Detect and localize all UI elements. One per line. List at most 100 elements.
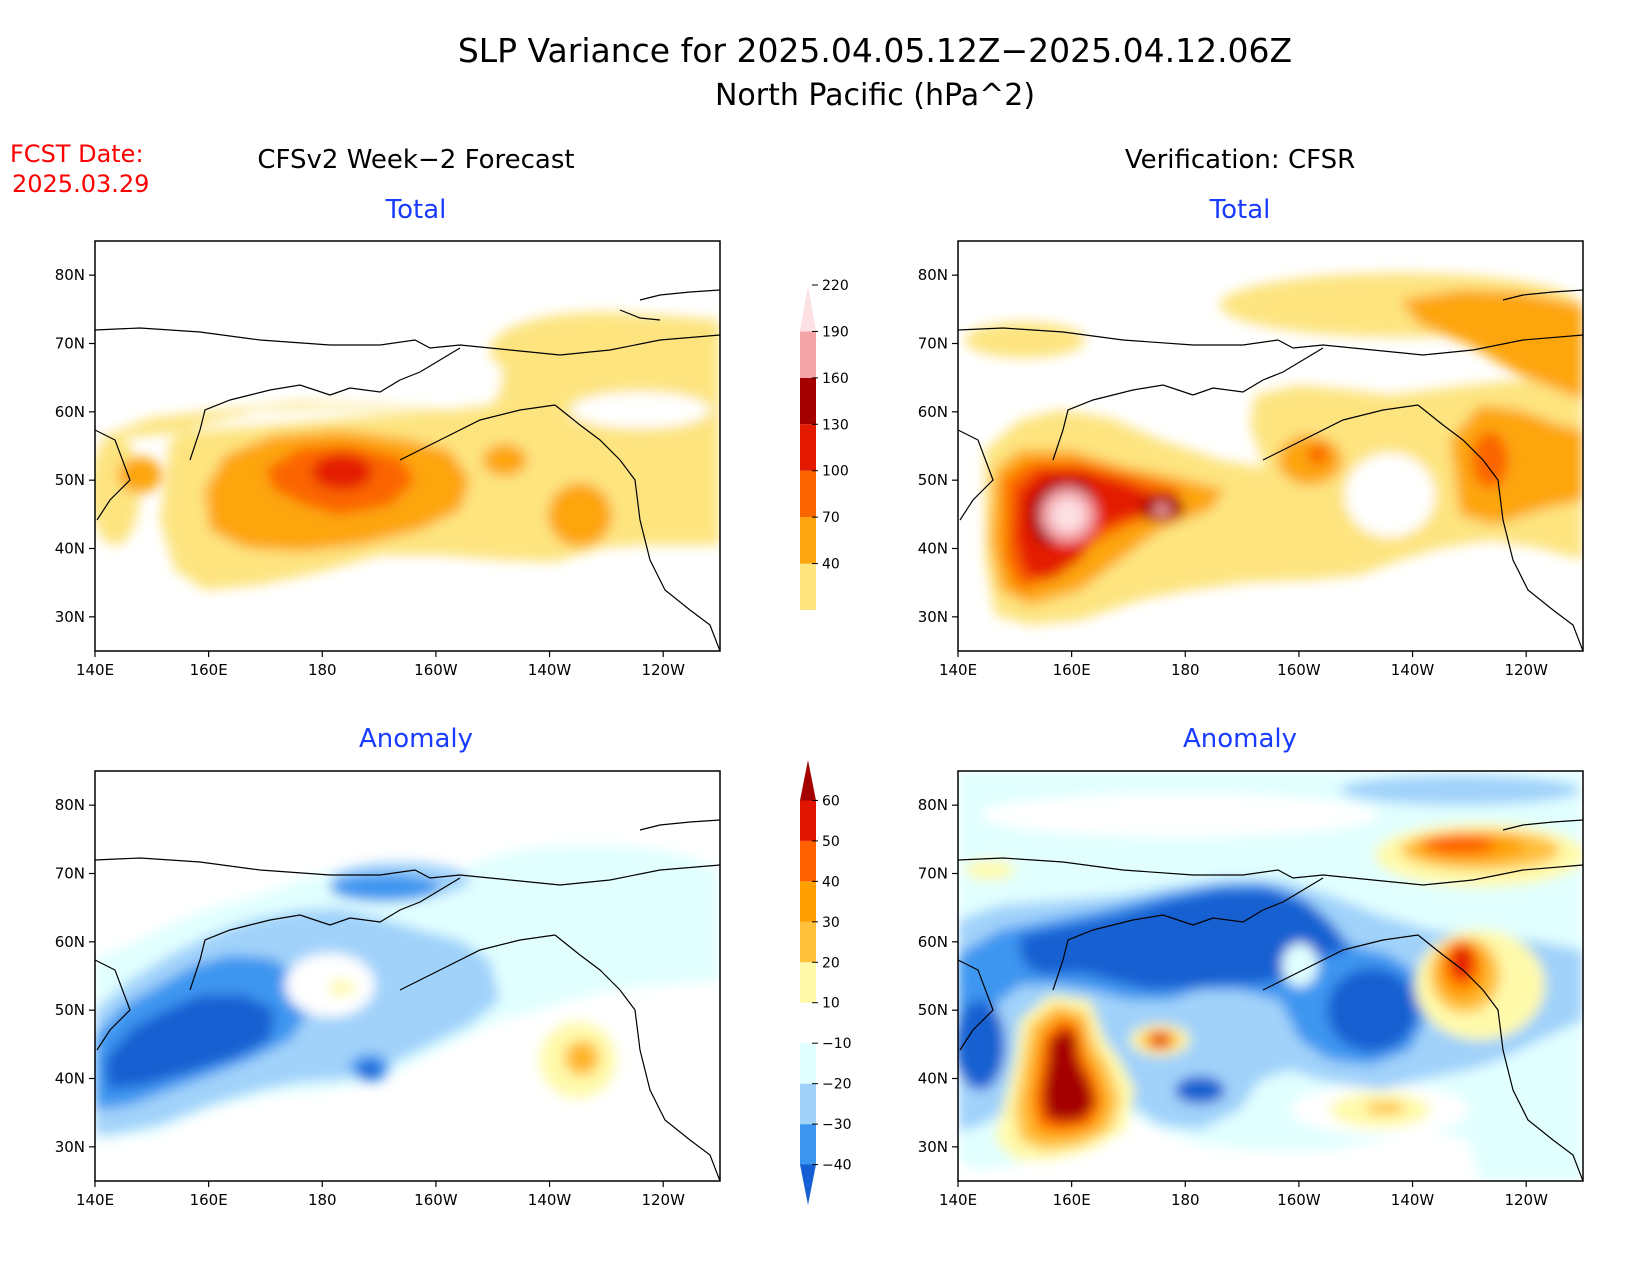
fill-plus30-south (577, 1050, 587, 1066)
colorbar-label: 70 (822, 510, 840, 526)
colorbar-swatch (800, 1043, 816, 1084)
y-tick-label: 50N (55, 471, 85, 489)
colorbar-label: −10 (822, 1036, 852, 1052)
y-tick-label: 60N (918, 403, 948, 421)
fill-plus20-south (1365, 1102, 1405, 1114)
fill-40-north (490, 312, 710, 388)
fill-plus40-ne (1425, 836, 1495, 854)
coastline (958, 819, 1583, 1181)
fill-190-east (1154, 504, 1170, 516)
fill-70-ne (1400, 290, 1583, 400)
y-tick-label: 50N (918, 1001, 948, 1019)
fill-minus40-main (1020, 890, 1350, 990)
colorbar-swatch (800, 377, 816, 425)
x-tick-label: 140W (528, 1191, 572, 1209)
colorbar-swatch (800, 424, 816, 471)
colorbar-label: 10 (822, 996, 840, 1012)
colorbar-swatch (800, 921, 816, 963)
axes-verification-anomaly: 140E 160E 180 160W 140W 120W 80N 70N 60N 50N 40N 30… (918, 796, 1548, 1209)
colorbar-label: 20 (822, 955, 840, 971)
colorbar-label: 40 (822, 874, 840, 890)
colorbar-swatch (800, 881, 816, 922)
fill-minus20-nw (1340, 775, 1580, 805)
fcst-date-label: FCST Date: (10, 140, 144, 168)
fill-plus50-east (1452, 946, 1472, 978)
axes-forecast-anomaly: 140E 160E 180 160W 140W 120W 80N 70N 60N 50N 40N 30… (55, 796, 685, 1209)
fill-100-east (1472, 432, 1508, 488)
fill-white-north (980, 793, 1380, 837)
map-verification-anomaly (957, 770, 1584, 1182)
fill-70-mid (483, 444, 527, 476)
fill-plus10-mid (328, 980, 356, 996)
colorbar-label: 220 (822, 278, 849, 294)
colorbar-swatch (800, 563, 816, 610)
colorbar-label: −20 (822, 1077, 852, 1093)
colorbar-swatch (800, 517, 816, 564)
x-tick-label: 160E (1053, 1191, 1091, 1209)
x-tick-label: 180 (1171, 1191, 1200, 1209)
x-tick-label: 180 (1171, 661, 1200, 679)
x-tick-label: 120W (1504, 1191, 1548, 1209)
colorbar-swatch (800, 1124, 816, 1165)
x-tick-label: 180 (308, 661, 337, 679)
colorbar-swatch (800, 1002, 816, 1044)
fill-plus10-nw (965, 860, 1015, 880)
colorbar-label: 40 (822, 557, 840, 573)
fcst-date-value: 2025.03.29 (12, 170, 149, 198)
colorbar-swatch (800, 760, 816, 801)
y-tick-label: 80N (918, 266, 948, 284)
x-tick-label: 140E (939, 661, 977, 679)
fill-70-east (548, 483, 612, 547)
fill-minus40-east (1327, 968, 1417, 1052)
map-forecast-total (94, 240, 721, 652)
colorbar-anomaly: −40 −30 −20 −10 10 20 30 40 50 60 (800, 760, 852, 1205)
coastline (95, 819, 720, 1181)
fill-minus40-core (105, 995, 275, 1090)
colorbar-swatch (800, 470, 816, 518)
y-tick-label: 70N (55, 865, 85, 883)
y-tick-label: 80N (55, 266, 85, 284)
fill-plus50-mid (1150, 1033, 1170, 1047)
y-tick-label: 70N (918, 865, 948, 883)
panel-title-verification-anomaly: Anomaly (1183, 724, 1297, 754)
fill-100-mid (1308, 445, 1328, 465)
colorbar-swatch (800, 1083, 816, 1125)
fill-minus40-small (360, 1062, 380, 1078)
y-tick-label: 50N (55, 1001, 85, 1019)
panel-title-forecast-anomaly: Anomaly (359, 724, 473, 754)
y-tick-label: 60N (918, 933, 948, 951)
colorbar-swatch (800, 962, 816, 1003)
fill-40-east-hole (570, 392, 710, 428)
figure-title-line2: North Pacific (hPa^2) (715, 78, 1035, 113)
x-tick-label: 140W (528, 661, 572, 679)
colorbar-label: 100 (822, 464, 849, 480)
panel-title-verification-total: Total (1209, 195, 1271, 225)
y-tick-label: 70N (918, 335, 948, 353)
y-tick-label: 80N (918, 796, 948, 814)
x-tick-label: 140E (76, 661, 114, 679)
x-tick-label: 160W (1277, 1191, 1321, 1209)
fill-40-main (985, 380, 1583, 625)
y-tick-label: 60N (55, 403, 85, 421)
x-tick-label: 160W (414, 661, 458, 679)
y-tick-label: 40N (55, 1070, 85, 1088)
x-tick-label: 160E (1053, 661, 1091, 679)
colorbar-label: 160 (822, 371, 849, 387)
fill-130-core (312, 454, 372, 490)
panel-title-forecast-total: Total (385, 195, 447, 225)
colorbar-label: −30 (822, 1117, 852, 1133)
y-tick-label: 40N (918, 1070, 948, 1088)
fill-minus40-west (958, 1000, 1005, 1090)
y-tick-label: 30N (55, 608, 85, 626)
colorbar-total: 40 70 100 130 160 190 220 (800, 278, 849, 610)
x-tick-label: 140W (1391, 661, 1435, 679)
fill-minus30-north (330, 874, 440, 902)
fill-70-west (118, 457, 162, 493)
y-tick-label: 40N (55, 540, 85, 558)
y-tick-label: 50N (918, 471, 948, 489)
coastline (958, 289, 1583, 651)
x-tick-label: 120W (641, 1191, 685, 1209)
fill-220-core (1051, 498, 1085, 532)
y-tick-label: 30N (55, 1138, 85, 1156)
colorbar-label: 60 (822, 793, 840, 809)
